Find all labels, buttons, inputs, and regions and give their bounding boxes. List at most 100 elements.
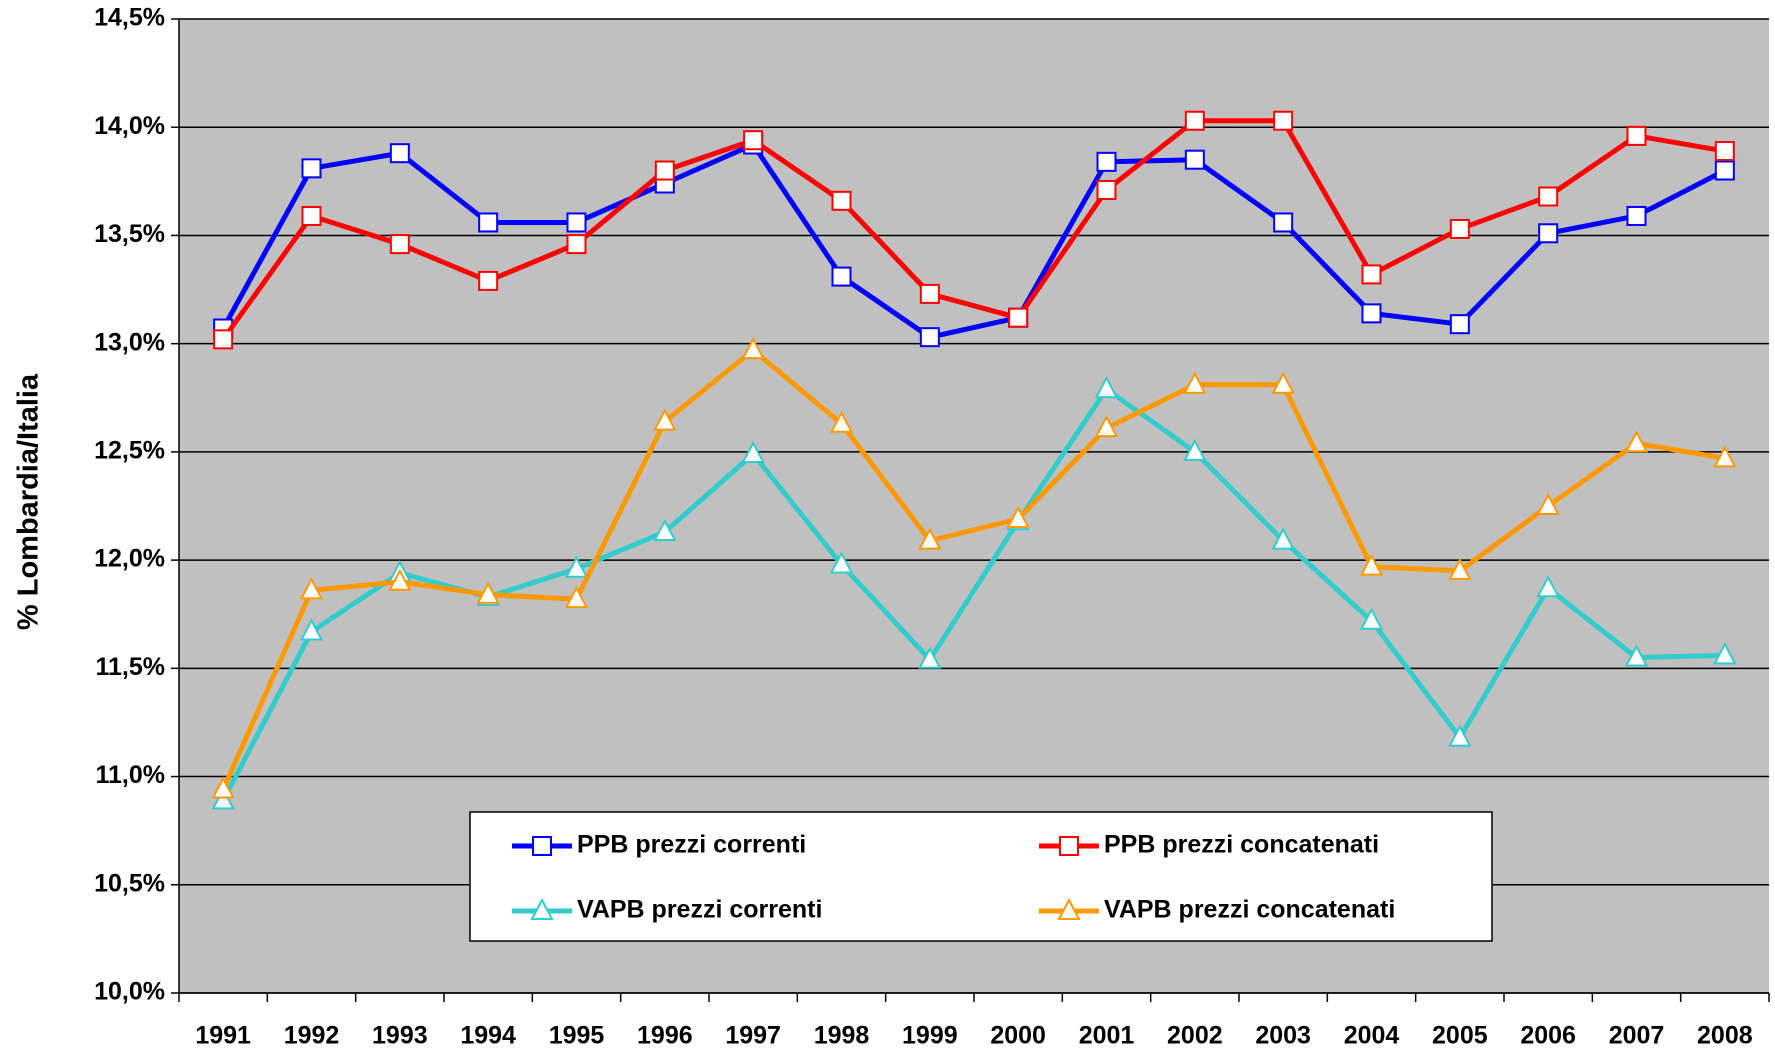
marker: [741, 440, 765, 464]
x-tick-label: 1992: [284, 1022, 340, 1050]
y-tick-label: 12,0%: [94, 545, 165, 573]
marker: [1359, 607, 1384, 630]
marker: [1008, 307, 1029, 328]
marker: [831, 266, 852, 287]
marker: [1536, 492, 1560, 515]
marker: [1626, 125, 1647, 146]
legend: [469, 811, 1493, 942]
marker: [530, 897, 554, 920]
marker: [566, 212, 587, 233]
marker: [389, 143, 410, 164]
marker: [1449, 218, 1470, 239]
marker: [831, 190, 852, 211]
marker: [918, 527, 942, 550]
marker: [1096, 179, 1117, 200]
marker: [532, 836, 552, 856]
marker: [1624, 430, 1649, 453]
y-tick-label: 11,0%: [95, 761, 165, 789]
series-line: [221, 118, 1726, 341]
marker: [1626, 205, 1647, 226]
y-tick-label: 14,5%: [94, 4, 165, 32]
marker: [1713, 445, 1737, 468]
legend-label: VAPB prezzi concatenati: [1104, 896, 1395, 924]
x-tick-label: 2001: [1079, 1022, 1135, 1050]
y-tick-label: 12,5%: [94, 436, 165, 464]
legend-label: PPB prezzi concatenati: [1104, 831, 1379, 859]
marker: [211, 787, 235, 810]
x-tick-label: 2004: [1344, 1022, 1400, 1050]
marker: [1057, 897, 1081, 920]
y-tick-label: 14,0%: [94, 112, 165, 140]
marker: [211, 776, 235, 799]
marker: [918, 646, 942, 669]
x-tick-label: 1995: [549, 1022, 605, 1050]
y-tick-label: 13,0%: [94, 328, 165, 356]
series-line: [220, 347, 1726, 791]
marker: [653, 408, 677, 431]
marker: [476, 581, 500, 604]
marker: [654, 160, 675, 181]
x-tick-label: 2000: [990, 1022, 1046, 1050]
y-tick-label: 10,0%: [94, 978, 165, 1006]
marker: [299, 577, 324, 600]
marker: [564, 555, 589, 578]
marker: [478, 270, 499, 291]
y-tick-label: 10,5%: [94, 869, 165, 897]
x-tick-label: 1998: [814, 1022, 870, 1050]
marker: [1536, 575, 1560, 598]
marker: [1096, 151, 1117, 172]
marker: [301, 158, 322, 179]
x-tick-label: 1994: [460, 1022, 516, 1050]
marker: [566, 234, 587, 255]
marker: [919, 283, 940, 304]
marker: [743, 130, 764, 151]
marker: [389, 234, 410, 255]
marker: [1714, 141, 1735, 162]
marker: [1359, 553, 1384, 576]
y-axis-title: % Lombardia/Italia: [13, 373, 45, 630]
marker: [1624, 644, 1649, 667]
marker: [564, 585, 589, 609]
marker: [478, 212, 499, 233]
marker: [1183, 438, 1207, 461]
x-tick-label: 2008: [1697, 1022, 1753, 1050]
marker: [1538, 223, 1559, 244]
legend-label: PPB prezzi correnti: [577, 831, 806, 859]
marker: [1094, 375, 1119, 399]
marker: [1361, 264, 1382, 285]
x-tick-label: 1999: [902, 1022, 958, 1050]
marker: [213, 329, 234, 350]
marker: [1183, 371, 1207, 394]
x-tick-label: 2007: [1609, 1022, 1665, 1050]
marker: [653, 518, 677, 541]
marker: [1271, 527, 1295, 550]
marker: [1448, 724, 1472, 747]
marker: [1714, 160, 1735, 181]
marker: [1273, 212, 1294, 233]
marker: [1271, 371, 1295, 394]
marker: [1538, 186, 1559, 207]
x-tick-label: 1996: [637, 1022, 693, 1050]
y-tick-label: 11,5%: [95, 653, 165, 681]
marker: [1273, 110, 1294, 131]
marker: [299, 618, 324, 641]
x-tick-label: 2005: [1432, 1022, 1488, 1050]
x-tick-label: 1991: [195, 1022, 251, 1050]
marker: [388, 568, 412, 591]
marker: [829, 410, 854, 433]
x-tick-label: 1997: [725, 1022, 781, 1050]
x-tick-label: 2002: [1167, 1022, 1223, 1050]
series-line: [220, 142, 1726, 340]
marker: [829, 551, 854, 574]
marker: [741, 337, 765, 360]
x-tick-label: 2006: [1520, 1022, 1576, 1050]
marker: [1713, 642, 1737, 665]
legend-label: VAPB prezzi correnti: [577, 896, 822, 924]
marker: [1184, 149, 1205, 170]
x-tick-label: 2003: [1255, 1022, 1311, 1050]
y-tick-label: 13,5%: [94, 220, 165, 248]
marker: [919, 327, 940, 348]
x-tick-label: 1993: [372, 1022, 428, 1050]
marker: [1449, 314, 1470, 335]
